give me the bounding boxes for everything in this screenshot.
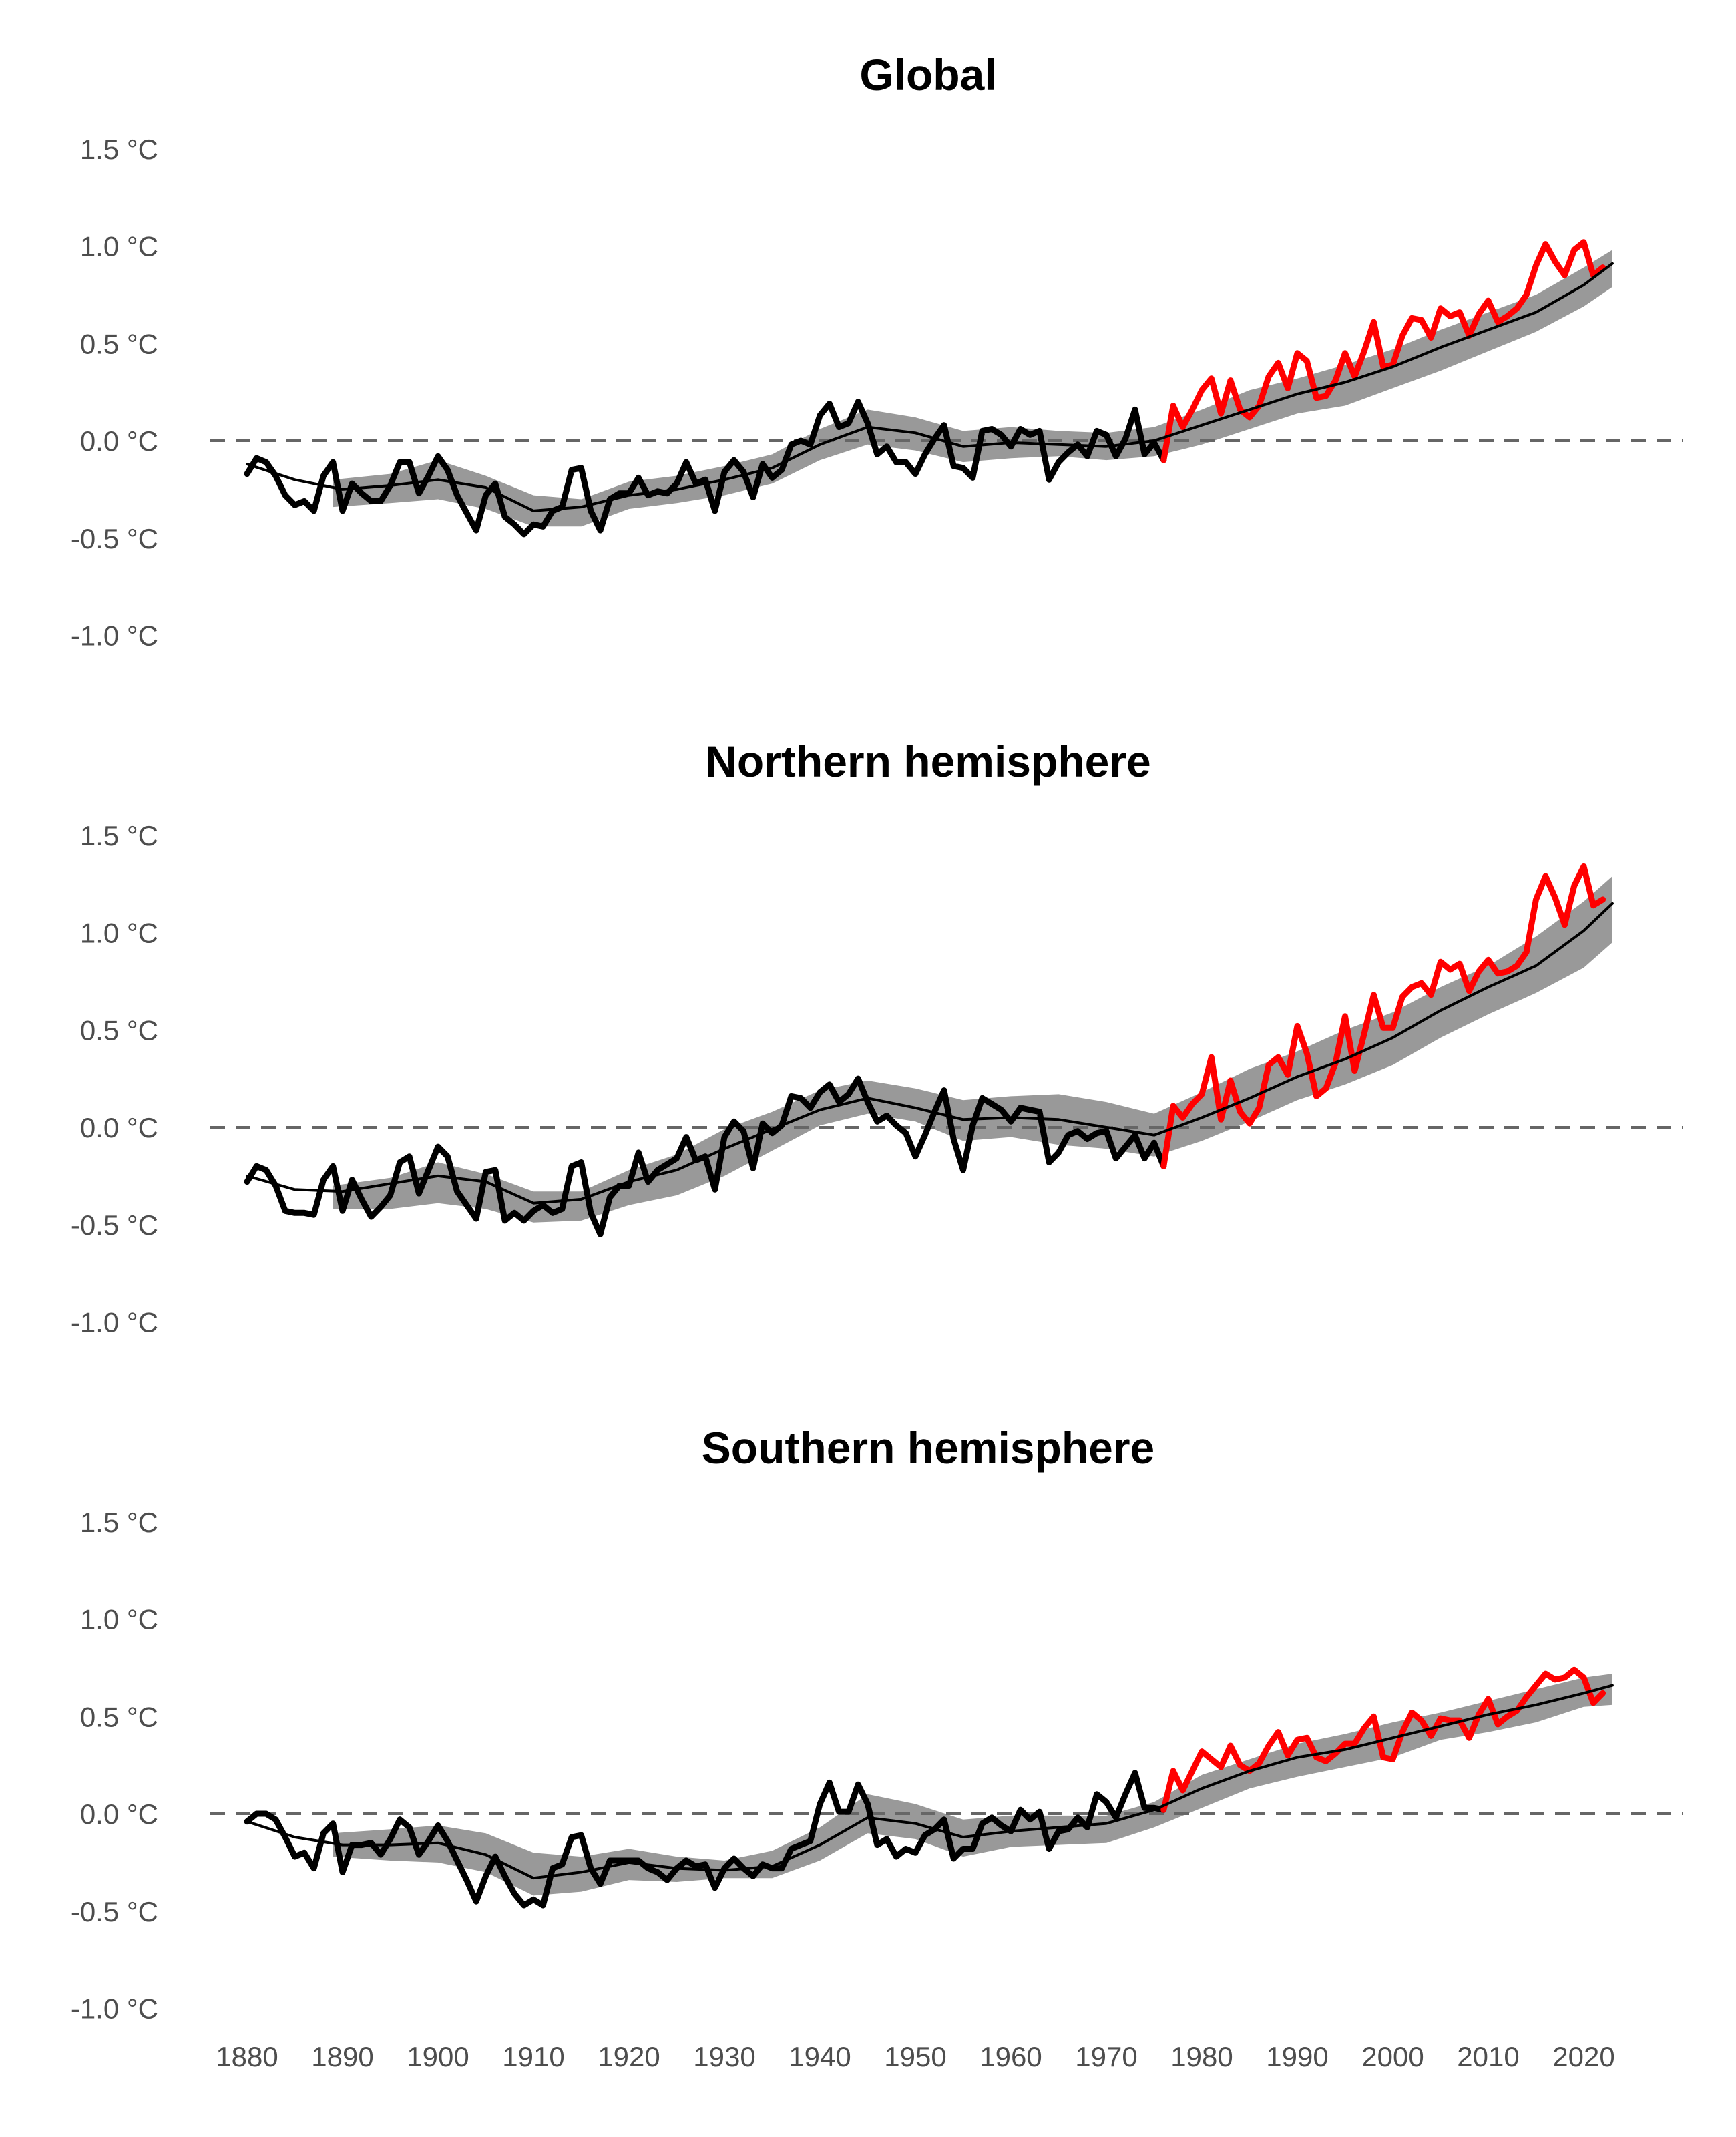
y-tick-label: -1.0 °C — [71, 1307, 158, 1338]
panel-northern-hemisphere: Northern hemisphere 1.5 °C 1.0 °C 0.5 °C 0.… — [71, 737, 1683, 1338]
y-tick-label: 1.0 °C — [80, 1604, 158, 1635]
x-tick-label: 1980 — [1170, 2041, 1233, 2072]
y-tick-label: -0.5 °C — [71, 1896, 158, 1927]
y-tick-label: -0.5 °C — [71, 523, 158, 554]
y-tick-label: 1.0 °C — [80, 918, 158, 949]
y-tick-label: 0.5 °C — [80, 328, 158, 359]
y-tick-label: -1.0 °C — [71, 1993, 158, 2025]
x-tick-label: 1960 — [980, 2041, 1042, 2072]
y-tick-label: 0.0 °C — [80, 1798, 158, 1830]
x-tick-label: 1890 — [311, 2041, 373, 2072]
y-tick-label: 0.0 °C — [80, 425, 158, 457]
x-tick-label: 1990 — [1266, 2041, 1328, 2072]
y-tick-label: -1.0 °C — [71, 620, 158, 652]
panel-southern-hemisphere: Southern hemisphere 1.5 °C 1.0 °C 0.5 °C 0.… — [71, 1423, 1683, 2072]
panel-global: Global 1.5 °C 1.0 °C 0.5 °C 0.0 °C -0.5 °C -1… — [71, 50, 1683, 652]
y-tick-label: 1.5 °C — [80, 820, 158, 851]
x-tick-label: 1970 — [1075, 2041, 1137, 2072]
y-tick-label: 1.0 °C — [80, 231, 158, 262]
uncertainty-band — [333, 1674, 1612, 1896]
uncertainty-band — [333, 876, 1612, 1223]
y-tick-label: 0.0 °C — [80, 1112, 158, 1143]
x-tick-label: 1880 — [216, 2041, 278, 2072]
y-tick-label: -0.5 °C — [71, 1209, 158, 1241]
recent-annual-line — [1160, 863, 1606, 1169]
panel-title: Northern hemisphere — [705, 737, 1150, 786]
x-tick-label: 2020 — [1552, 2041, 1614, 2072]
y-tick-label: 0.5 °C — [80, 1701, 158, 1732]
smoothed-trend-line — [246, 902, 1614, 1205]
x-tick-label: 1940 — [789, 2041, 851, 2072]
smoothed-trend-line — [246, 262, 1614, 512]
x-tick-label: 2000 — [1361, 2041, 1424, 2072]
x-tick-label: 1910 — [502, 2041, 564, 2072]
recent-annual-line — [1160, 239, 1606, 463]
x-tick-label: 1900 — [407, 2041, 469, 2072]
y-tick-label: 0.5 °C — [80, 1014, 158, 1046]
x-tick-label: 1920 — [598, 2041, 660, 2072]
historical-annual-line — [244, 399, 1167, 538]
y-tick-label: 1.5 °C — [80, 1507, 158, 1538]
x-tick-label: 2010 — [1457, 2041, 1519, 2072]
smoothed-trend-line — [246, 1684, 1614, 1880]
panel-title: Southern hemisphere — [702, 1423, 1154, 1473]
y-tick-label: 1.5 °C — [80, 134, 158, 165]
uncertainty-band — [333, 250, 1612, 527]
x-tick-label: 1930 — [693, 2041, 755, 2072]
x-tick-label: 1950 — [884, 2041, 946, 2072]
recent-annual-line — [1160, 1666, 1606, 1813]
panel-title: Global — [859, 50, 996, 100]
